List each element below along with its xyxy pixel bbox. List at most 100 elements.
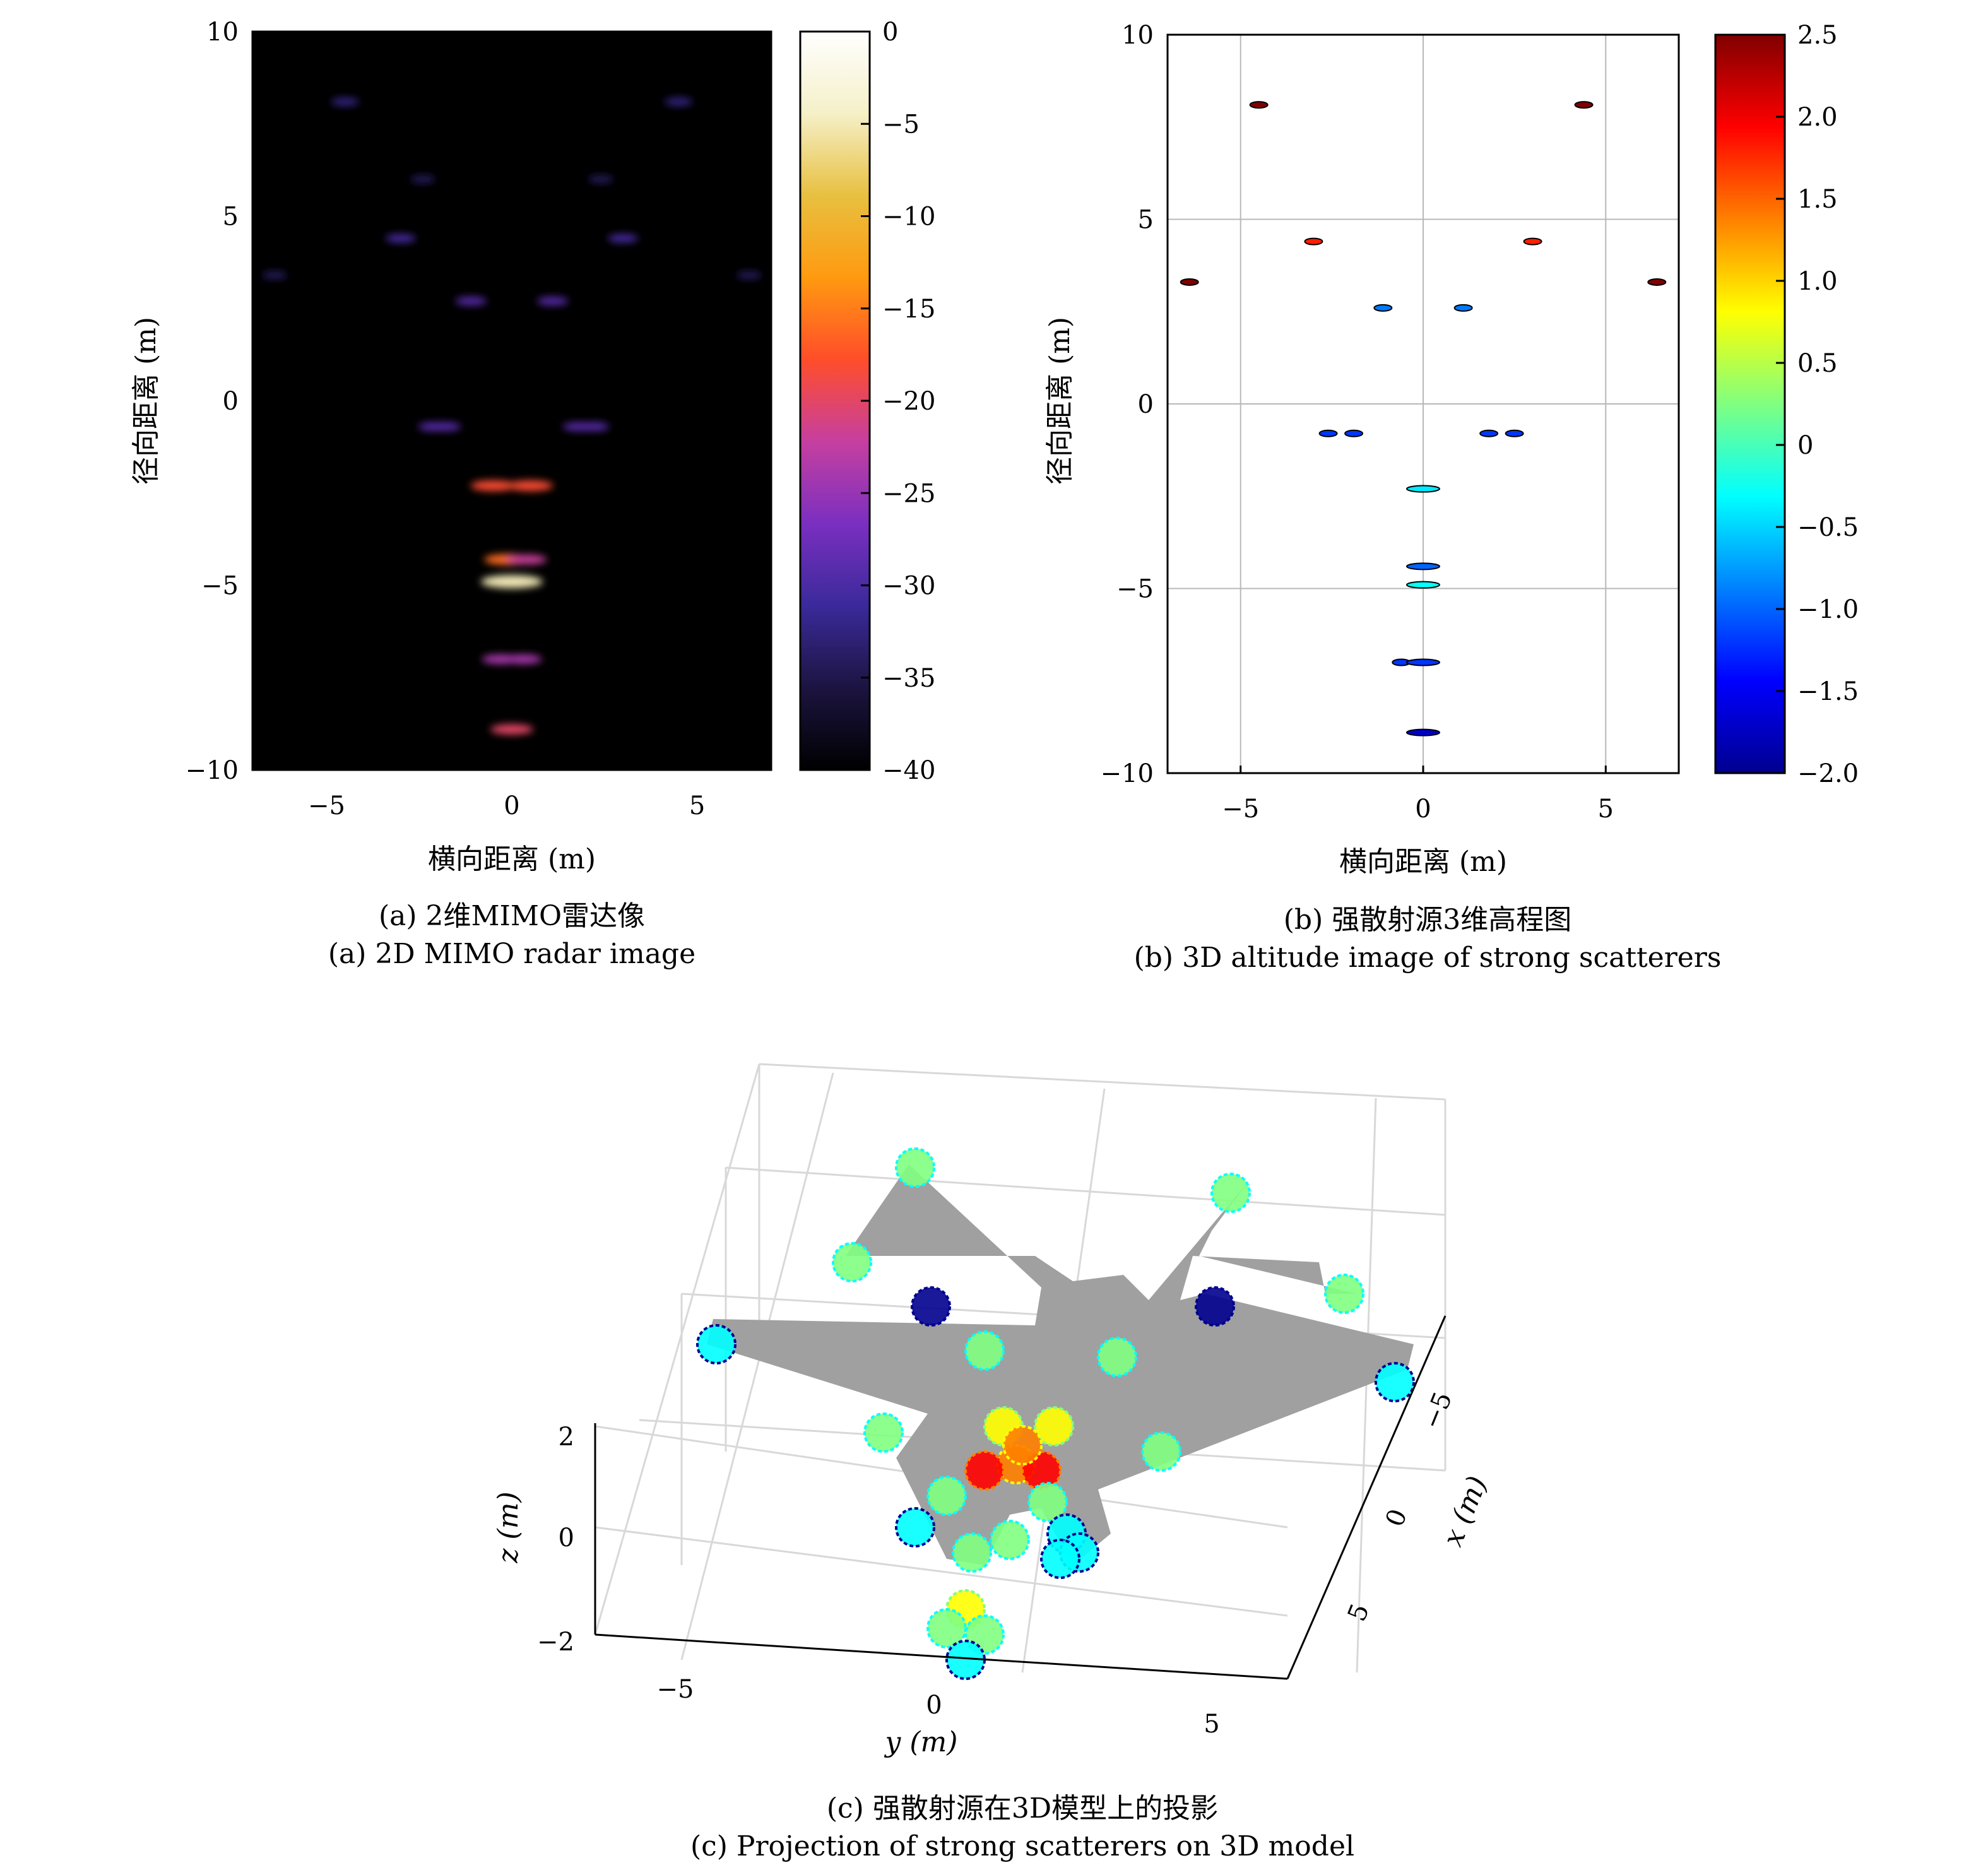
panel-b-xlabel: 横向距离 (m) xyxy=(1339,846,1507,878)
panel-b-colorbar-ticks: 2.5 2.0 1.5 1.0 0.5 0 −0.5 −1.0 −1.5 −2.0 xyxy=(1776,21,1859,788)
panel-a-scatterer-3 xyxy=(588,175,613,183)
panel-b-ytick-label: 10 xyxy=(1121,21,1154,50)
panel-c-scatterer-19 xyxy=(1027,1482,1068,1522)
panel-a-scatterer-20 xyxy=(504,654,542,664)
panel-c-scatterer-6 xyxy=(911,1286,951,1327)
panel-c-ylabel: y (m) xyxy=(884,1726,958,1758)
panel-b-point-9 xyxy=(1344,429,1364,437)
panel-b-point-2 xyxy=(1304,237,1323,246)
panel-a-ylabel: 径向距离 (m) xyxy=(130,317,162,485)
panel-a-scatterer-21 xyxy=(490,724,533,735)
panel-a-xtick-label: −5 xyxy=(308,791,345,820)
panel-a-caption-cn: (a) 2维MIMO雷达像 xyxy=(379,900,645,932)
panel-c-scatterer-18 xyxy=(926,1476,967,1516)
panel-c-x-axis xyxy=(1286,1315,1447,1679)
panel-b-xtick-label: 0 xyxy=(1415,795,1431,824)
panel-a-scatterer-2 xyxy=(410,175,436,183)
panel-a-plot-area xyxy=(252,32,771,770)
panel-b-cbtick-label: 1.5 xyxy=(1797,185,1838,214)
panel-c-y-ticks: −5 0 5 xyxy=(657,1675,1220,1739)
panel-c-scatterer-4 xyxy=(696,1324,737,1364)
panel-b-point-10 xyxy=(1479,429,1499,437)
panel-c-caption-en: (c) Projection of strong scatterers on 3… xyxy=(690,1830,1354,1862)
panel-a-scatterer-1 xyxy=(665,97,693,106)
panel-c: −5 0 5 2 0 −2 −5 0 5 y (m) z (m) x (m) (c) 强散射… xyxy=(492,1063,1494,1862)
panel-b-caption-cn: (b) 强散射源3维高程图 xyxy=(1284,904,1571,936)
panel-c-ztick-label: 0 xyxy=(559,1524,574,1553)
panel-c-caption-cn: (c) 强散射源在3D模型上的投影 xyxy=(827,1792,1218,1825)
panel-a-ytick-label: 5 xyxy=(223,203,239,232)
panel-a-scatterer-9 xyxy=(536,297,569,305)
panel-b-point-4 xyxy=(1180,278,1199,286)
panel-c-scatterer-13 xyxy=(1034,1406,1074,1447)
panel-c-scatterer-10 xyxy=(863,1412,904,1453)
panel-b-cbtick-label: 0 xyxy=(1797,431,1813,460)
panel-b-point-11 xyxy=(1505,429,1524,437)
panel-c-scatterer-7 xyxy=(1195,1286,1235,1327)
panel-b-xtick-label: −5 xyxy=(1222,795,1259,824)
panel-b-ytick-label: 0 xyxy=(1138,390,1154,419)
panel-b-point-12 xyxy=(1406,485,1440,493)
panel-a-ytick-label: −5 xyxy=(201,572,239,601)
panel-b-colorbar xyxy=(1714,33,1786,774)
panel-b-cbtick-label: −0.5 xyxy=(1797,513,1859,542)
panel-a-cbtick-label: −20 xyxy=(882,387,935,416)
panel-c-xtick-label: −5 xyxy=(1417,1388,1458,1433)
panel-b-ytick-label: −5 xyxy=(1116,575,1154,604)
panel-c-scatterer-2 xyxy=(832,1242,872,1282)
panel-c-ztick-label: 2 xyxy=(559,1423,574,1452)
panel-a-scatterers xyxy=(262,97,762,735)
panel-c-scatterer-0 xyxy=(895,1147,935,1188)
panel-b-cbtick-label: −1.5 xyxy=(1797,677,1859,706)
panel-a-cbtick-label: −40 xyxy=(882,756,935,785)
panel-c-scatterer-8 xyxy=(964,1330,1005,1371)
panel-a-ytick-label: 10 xyxy=(206,18,239,47)
panel-a-xtick-label: 5 xyxy=(689,791,705,820)
panel-b-x-ticks: −5 0 5 xyxy=(1222,766,1614,824)
panel-a-scatterer-18 xyxy=(481,575,543,588)
panel-a-cbtick-label: −30 xyxy=(882,572,935,601)
panel-b-ylabel: 径向距离 (m) xyxy=(1044,317,1076,485)
panel-a-scatterer-13 xyxy=(577,422,610,431)
panel-a-cbtick-label: −25 xyxy=(882,479,935,508)
panel-c-scatterer-11 xyxy=(1141,1431,1181,1472)
panel-a-scatterer-0 xyxy=(331,97,359,106)
panel-b-point-5 xyxy=(1647,278,1667,286)
panel-b-ytick-label: −10 xyxy=(1101,759,1154,788)
panel-a-x-ticks: −5 0 5 xyxy=(308,762,705,820)
panel-c-ztick-label: −2 xyxy=(537,1628,574,1657)
panel-c-ytick-label: −5 xyxy=(657,1675,694,1704)
panel-a-xlabel: 横向距离 (m) xyxy=(428,843,596,875)
panel-c-scatterer-22 xyxy=(952,1532,992,1573)
panel-b-cbtick-label: 2.5 xyxy=(1797,21,1838,50)
panel-c-aircraft-model xyxy=(707,1164,1414,1565)
panel-b-cbtick-label: 2.0 xyxy=(1797,103,1838,132)
panel-b-points xyxy=(1180,101,1667,737)
panel-b-xtick-label: 5 xyxy=(1598,795,1614,824)
panel-c-xtick-label: 0 xyxy=(1380,1505,1413,1531)
panel-c-scatterer-29 xyxy=(1040,1539,1080,1579)
panel-b-point-8 xyxy=(1318,429,1338,437)
panel-a-scatterer-11 xyxy=(429,422,461,431)
panel-c-xlabel: x (m) xyxy=(1436,1472,1493,1551)
panel-b-y-ticks: 10 5 0 −5 −10 xyxy=(1101,21,1154,788)
panel-c-scatterer-23 xyxy=(990,1520,1030,1560)
panel-b-point-14 xyxy=(1406,581,1440,589)
panel-a: −5 0 5 10 5 0 −5 −10 横向距离 (m) 径向距离 (m) 0 −5 −10 −… xyxy=(130,18,935,970)
panel-a-scatterer-6 xyxy=(262,271,288,279)
panel-c-ytick-label: 0 xyxy=(926,1691,942,1720)
panel-a-cbtick-label: −35 xyxy=(882,664,935,693)
panel-b-point-13 xyxy=(1406,562,1440,571)
panel-c-y-axis xyxy=(595,1633,1288,1680)
panel-a-xtick-label: 0 xyxy=(504,791,519,820)
panel-a-cbtick-label: −15 xyxy=(882,295,935,324)
panel-b-point-3 xyxy=(1523,237,1542,246)
panel-c-zlabel: z (m) xyxy=(492,1491,524,1563)
panel-c-scatterer-1 xyxy=(1210,1173,1251,1213)
panel-b-point-0 xyxy=(1249,101,1269,109)
panel-a-cbtick-label: 0 xyxy=(882,18,898,47)
panel-a-scatterer-15 xyxy=(507,480,553,491)
panel-b-cbtick-label: −1.0 xyxy=(1797,595,1859,624)
panel-c-ytick-label: 5 xyxy=(1204,1710,1219,1739)
